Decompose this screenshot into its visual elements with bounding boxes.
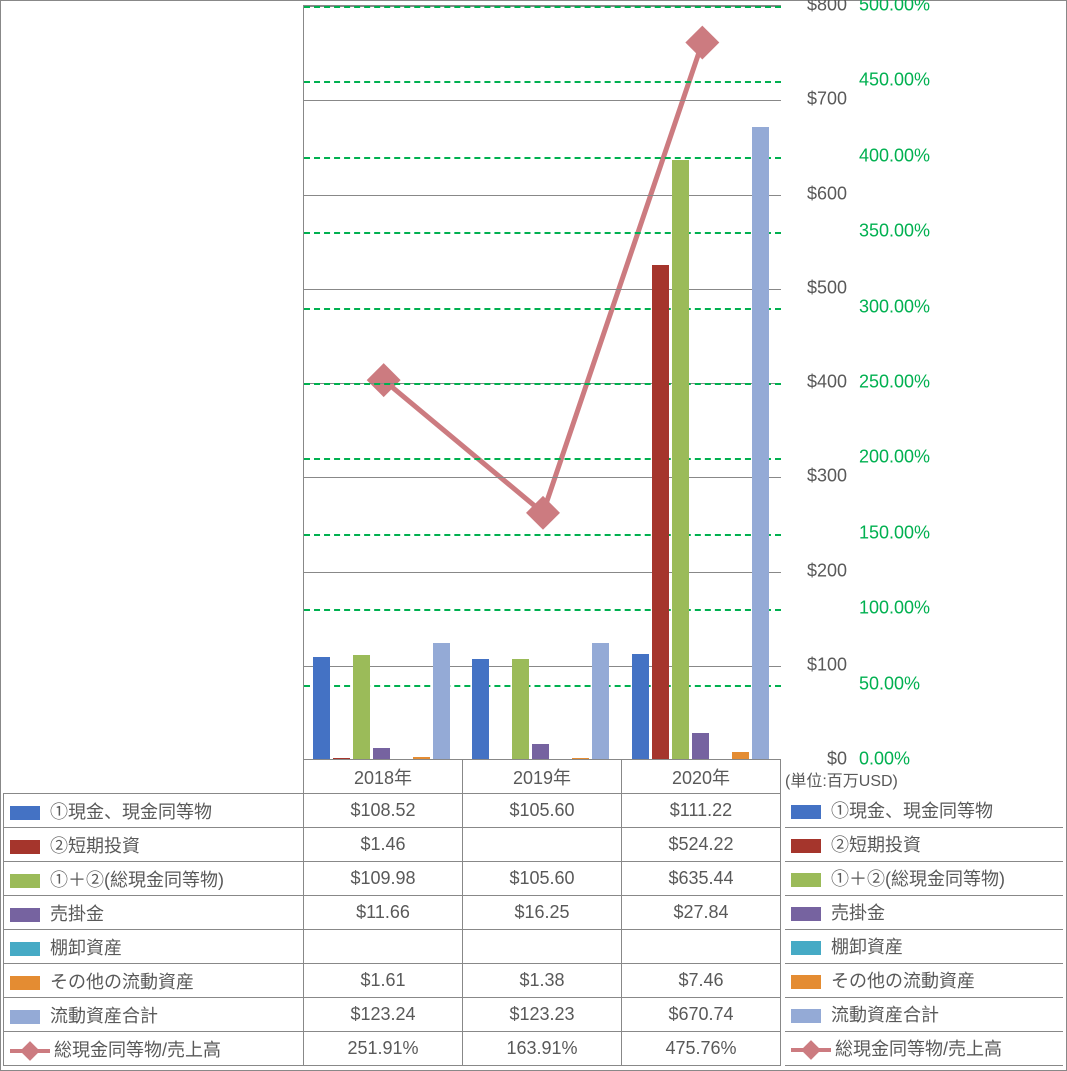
data-cell: $111.22 bbox=[622, 794, 781, 828]
data-cell bbox=[463, 828, 622, 862]
bar-s4 bbox=[532, 744, 549, 759]
data-cell: $1.46 bbox=[304, 828, 463, 862]
y2-tick-label: 300.00% bbox=[859, 296, 930, 317]
y2-tick-label: 150.00% bbox=[859, 522, 930, 543]
chart-frame: $0$100$200$300$400$500$600$700$800 0.00%… bbox=[0, 0, 1067, 1071]
y2-tick-label: 50.00% bbox=[859, 673, 920, 694]
series-label: 売掛金 bbox=[4, 896, 304, 930]
bar-s1 bbox=[472, 659, 489, 759]
data-cell bbox=[463, 930, 622, 964]
legend-swatch bbox=[10, 942, 40, 956]
bar-s4 bbox=[373, 748, 390, 759]
data-cell: $635.44 bbox=[622, 862, 781, 896]
data-cell: $105.60 bbox=[463, 862, 622, 896]
data-cell: $670.74 bbox=[622, 998, 781, 1032]
y2-axis: 0.00%50.00%100.00%150.00%200.00%250.00%3… bbox=[859, 5, 959, 759]
bar-group bbox=[623, 127, 782, 759]
bar-s2 bbox=[652, 265, 669, 759]
data-cell: $1.61 bbox=[304, 964, 463, 998]
bar-s3 bbox=[512, 659, 529, 759]
data-table: 2018年2019年2020年①現金、現金同等物$108.52$105.60$1… bbox=[3, 759, 781, 1066]
y2-tick-label: 350.00% bbox=[859, 221, 930, 242]
legend-swatch bbox=[10, 806, 40, 820]
data-cell: 163.91% bbox=[463, 1032, 622, 1066]
y2-tick-label: 450.00% bbox=[859, 70, 930, 91]
data-cell: $16.25 bbox=[463, 896, 622, 930]
bar-s7 bbox=[752, 127, 769, 759]
series-label: その他の流動資産 bbox=[4, 964, 304, 998]
bar-s4 bbox=[692, 733, 709, 759]
series-label: ②短期投資 bbox=[4, 828, 304, 862]
legend-right-item: その他の流動資産 bbox=[785, 963, 1063, 997]
y1-tick-label: $300 bbox=[807, 466, 847, 487]
category-header: 2018年 bbox=[304, 760, 463, 794]
series-label: 棚卸資産 bbox=[4, 930, 304, 964]
data-cell: $1.38 bbox=[463, 964, 622, 998]
legend-right-item: ①現金、現金同等物 bbox=[785, 793, 1063, 827]
legend-swatch bbox=[10, 1010, 40, 1024]
series-label: 総現金同等物/売上高 bbox=[4, 1032, 304, 1066]
legend-swatch bbox=[10, 976, 40, 990]
bar-s3 bbox=[672, 160, 689, 759]
bar-s3 bbox=[353, 655, 370, 759]
data-cell: 251.91% bbox=[304, 1032, 463, 1066]
series-label: ①現金、現金同等物 bbox=[4, 794, 304, 828]
data-cell: $108.52 bbox=[304, 794, 463, 828]
legend-right-item: 総現金同等物/売上高 bbox=[785, 1031, 1063, 1065]
legend-swatch bbox=[10, 874, 40, 888]
bar-s7 bbox=[433, 643, 450, 759]
y2-tick-label: 100.00% bbox=[859, 598, 930, 619]
bar-group bbox=[463, 643, 622, 759]
bar-group bbox=[304, 643, 463, 759]
y1-tick-label: $100 bbox=[807, 654, 847, 675]
bar-s6 bbox=[732, 752, 749, 759]
legend-swatch bbox=[10, 840, 40, 854]
line-marker bbox=[685, 26, 719, 60]
data-cell bbox=[622, 930, 781, 964]
y1-tick-label: $800 bbox=[807, 0, 847, 16]
series-label: 流動資産合計 bbox=[4, 998, 304, 1032]
legend-right-item: ①＋②(総現金同等物) bbox=[785, 861, 1063, 895]
y1-tick-label: $500 bbox=[807, 277, 847, 298]
data-cell: $123.24 bbox=[304, 998, 463, 1032]
data-cell: $524.22 bbox=[622, 828, 781, 862]
bar-s7 bbox=[592, 643, 609, 759]
legend-right-item: 売掛金 bbox=[785, 895, 1063, 929]
bar-s1 bbox=[313, 657, 330, 759]
legend-swatch bbox=[10, 908, 40, 922]
data-cell: $105.60 bbox=[463, 794, 622, 828]
data-cell: $123.23 bbox=[463, 998, 622, 1032]
y1-axis: $0$100$200$300$400$500$600$700$800 bbox=[787, 5, 847, 759]
y2-tick-label: 250.00% bbox=[859, 372, 930, 393]
category-header: 2019年 bbox=[463, 760, 622, 794]
data-cell: 475.76% bbox=[622, 1032, 781, 1066]
y1-tick-label: $200 bbox=[807, 560, 847, 581]
y2-tick-label: 200.00% bbox=[859, 447, 930, 468]
category-header: 2020年 bbox=[622, 760, 781, 794]
bar-s1 bbox=[632, 654, 649, 759]
legend-right-item: 流動資産合計 bbox=[785, 997, 1063, 1031]
y1-tick-label: $700 bbox=[807, 89, 847, 110]
legend-right-item: 棚卸資産 bbox=[785, 929, 1063, 963]
data-cell: $109.98 bbox=[304, 862, 463, 896]
data-cell: $11.66 bbox=[304, 896, 463, 930]
y1-tick-label: $600 bbox=[807, 183, 847, 204]
legend-right: ①現金、現金同等物②短期投資①＋②(総現金同等物)売掛金棚卸資産その他の流動資産… bbox=[785, 793, 1063, 1066]
legend-right-item: ②短期投資 bbox=[785, 827, 1063, 861]
plot-area bbox=[303, 5, 781, 759]
data-cell bbox=[304, 930, 463, 964]
data-cell: $27.84 bbox=[622, 896, 781, 930]
y1-tick-label: $400 bbox=[807, 372, 847, 393]
series-label: ①＋②(総現金同等物) bbox=[4, 862, 304, 896]
y2-tick-label: 400.00% bbox=[859, 145, 930, 166]
unit-label: (単位:百万USD) bbox=[785, 767, 898, 791]
y2-tick-label: 500.00% bbox=[859, 0, 930, 16]
legend-line-marker bbox=[10, 1044, 50, 1058]
data-cell: $7.46 bbox=[622, 964, 781, 998]
